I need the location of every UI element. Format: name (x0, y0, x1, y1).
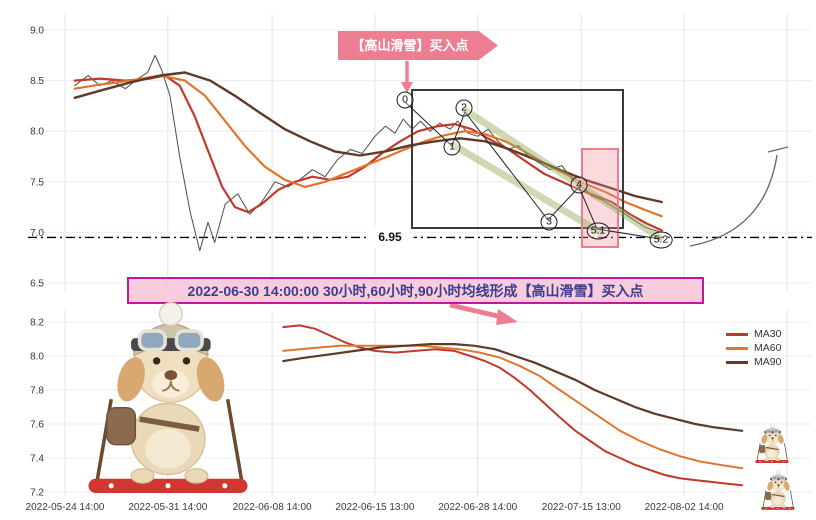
pivot-marker-4: 4 (570, 176, 588, 194)
ski-dog-illustration (82, 297, 254, 510)
svg-text:8.0: 8.0 (30, 352, 44, 363)
legend: MA30 MA60 MA90 (726, 327, 781, 369)
svg-text:9.0: 9.0 (30, 26, 44, 37)
svg-text:2022-06-28 14:00: 2022-06-28 14:00 (438, 502, 517, 513)
pivot-marker-1: 1 (443, 138, 461, 156)
buy-point-callout: 【高山滑雪】买入点 (338, 31, 498, 60)
price-level-label: 6.95 (366, 226, 414, 248)
legend-label-ma60: MA60 (754, 342, 782, 354)
legend-swatch-ma60 (726, 346, 748, 350)
svg-text:2022-07-15 13:00: 2022-07-15 13:00 (542, 502, 621, 513)
ma-chart: 8.2 8.0 7.8 7.6 7.4 7.2 2022-05-24 14:00 2022-0… (26, 310, 812, 513)
svg-text:8.2: 8.2 (30, 318, 44, 329)
pivot-marker-5-2: 5.2 (649, 231, 673, 249)
svg-text:7.2: 7.2 (30, 488, 44, 499)
svg-text:2022-06-15 13:00: 2022-06-15 13:00 (335, 502, 414, 513)
pivot-marker-5-1: 5.1 (586, 222, 610, 240)
svg-text:7.0: 7.0 (30, 228, 44, 239)
svg-text:2022-06-08 14:00: 2022-06-08 14:00 (233, 502, 312, 513)
pivot-marker-2: 2 (455, 99, 473, 117)
legend-swatch-ma30 (726, 332, 748, 336)
signal-banner: 2022-06-30 14:00:00 30小时,60小时,90小时均线形成【高… (127, 277, 704, 304)
svg-text:8.5: 8.5 (30, 76, 44, 87)
legend-item-ma60: MA60 (726, 341, 781, 355)
legend-swatch-ma90 (726, 360, 748, 364)
svg-text:7.5: 7.5 (30, 177, 44, 188)
svg-text:8.0: 8.0 (30, 127, 44, 138)
pivot-marker-3: 3 (540, 213, 558, 231)
svg-text:6.5: 6.5 (30, 279, 44, 290)
svg-text:2022-05-31 14:00: 2022-05-31 14:00 (128, 502, 207, 513)
svg-text:7.8: 7.8 (30, 386, 44, 397)
legend-label-ma30: MA30 (754, 328, 782, 340)
legend-item-ma30: MA30 (726, 327, 781, 341)
legend-item-ma90: MA90 (726, 355, 781, 369)
svg-text:7.4: 7.4 (30, 454, 44, 465)
legend-label-ma90: MA90 (754, 356, 782, 368)
pivot-marker-0: 0 (396, 91, 414, 109)
svg-text:2022-05-24 14:00: 2022-05-24 14:00 (26, 502, 105, 513)
svg-text:7.6: 7.6 (30, 420, 44, 431)
svg-text:2022-08-02 14:00: 2022-08-02 14:00 (645, 502, 724, 513)
mini-dogs-illustration (754, 422, 796, 511)
